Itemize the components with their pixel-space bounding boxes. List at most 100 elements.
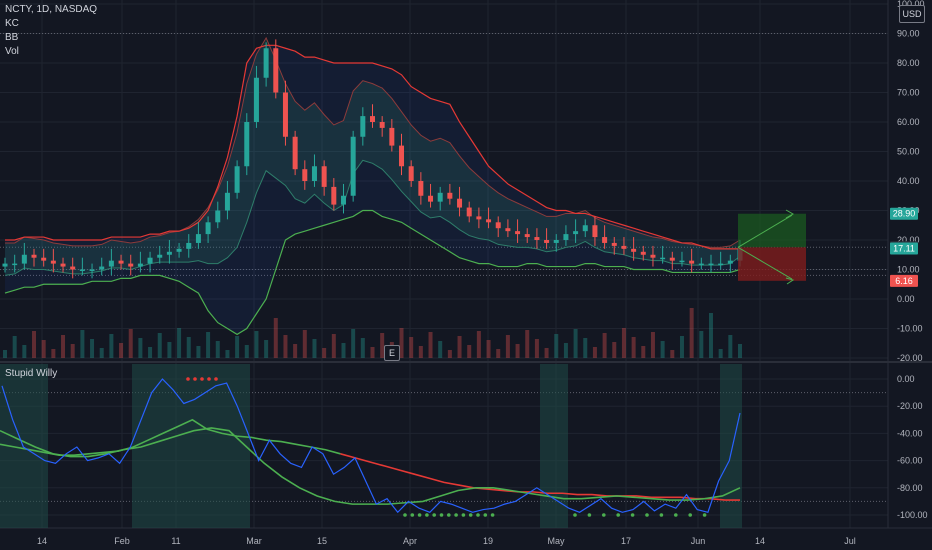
volume-bar-38 bbox=[370, 347, 375, 358]
volume-bar-3 bbox=[32, 331, 37, 358]
volume-bar-59 bbox=[573, 329, 578, 358]
osc-axis-label-2: -40.00 bbox=[897, 428, 923, 438]
candle-body-42 bbox=[408, 166, 414, 181]
candle-body-59 bbox=[573, 231, 579, 235]
candle-body-13 bbox=[128, 263, 134, 267]
study-bb[interactable]: BB bbox=[5, 32, 19, 43]
volume-bar-26 bbox=[254, 331, 259, 358]
indicator-title[interactable]: Stupid Willy bbox=[5, 368, 58, 379]
osc-dot-bottom-8 bbox=[461, 513, 466, 517]
candle-body-32 bbox=[311, 166, 317, 181]
osc-axis-label-1: -20.00 bbox=[897, 401, 923, 411]
study-vol[interactable]: Vol bbox=[5, 46, 19, 57]
candle-body-31 bbox=[302, 169, 308, 181]
study-kc[interactable]: KC bbox=[5, 18, 19, 29]
volume-bar-12 bbox=[119, 343, 124, 358]
price-axis-label-0: 100.00 bbox=[897, 0, 925, 9]
volume-bar-62 bbox=[602, 333, 607, 358]
volume-bar-15 bbox=[148, 347, 153, 358]
price-axis-label-12: -20.00 bbox=[897, 353, 923, 363]
volume-bar-36 bbox=[351, 329, 356, 358]
willy-signal-red-segment bbox=[340, 453, 740, 501]
price-axis-label-10: 0.00 bbox=[897, 294, 915, 304]
stop-arrow-head bbox=[785, 277, 795, 285]
volume-bar-1 bbox=[12, 336, 17, 358]
osc-dot-bottom-11 bbox=[483, 513, 488, 517]
osc-dot-bottom-b-5 bbox=[645, 513, 649, 517]
candle-body-51 bbox=[495, 222, 501, 229]
volume-bar-48 bbox=[467, 345, 472, 358]
candle-body-35 bbox=[340, 195, 346, 205]
osc-dot-bottom-b-9 bbox=[702, 513, 707, 517]
volume-bar-51 bbox=[496, 349, 501, 358]
volume-bar-57 bbox=[554, 334, 559, 358]
volume-bar-13 bbox=[128, 329, 133, 358]
volume-bar-11 bbox=[109, 334, 114, 358]
volume-bar-37 bbox=[360, 338, 365, 358]
candle-body-20 bbox=[195, 234, 201, 243]
volume-bar-10 bbox=[99, 348, 104, 358]
candle-body-63 bbox=[611, 242, 617, 246]
volume-bar-18 bbox=[177, 328, 182, 358]
candle-body-8 bbox=[79, 269, 85, 271]
volume-bar-56 bbox=[544, 348, 549, 358]
price-axis-label-8: 20.00 bbox=[897, 235, 920, 245]
willy-line bbox=[1, 378, 741, 514]
volume-bar-43 bbox=[418, 346, 423, 358]
candle-body-64 bbox=[621, 245, 627, 249]
candle-body-69 bbox=[669, 257, 675, 261]
volume-bar-32 bbox=[312, 339, 317, 358]
candle-body-28 bbox=[273, 48, 279, 93]
currency-badge[interactable]: USD bbox=[899, 5, 925, 23]
candle-body-39 bbox=[379, 122, 385, 128]
candle-body-70 bbox=[679, 260, 685, 263]
osc-dot-bottom-b-3 bbox=[616, 513, 620, 517]
osc-dot-bottom-2 bbox=[417, 513, 422, 517]
earnings-marker[interactable]: E bbox=[384, 345, 400, 361]
volume-bar-7 bbox=[70, 344, 75, 358]
volume-bar-42 bbox=[409, 337, 414, 358]
volume-bar-22 bbox=[215, 341, 220, 358]
volume-bar-23 bbox=[225, 350, 230, 358]
candle-body-17 bbox=[166, 251, 172, 255]
osc-dot-bottom-6 bbox=[447, 513, 451, 517]
osc-dot-bottom-b-6 bbox=[659, 513, 664, 517]
volume-bar-34 bbox=[331, 334, 336, 358]
osc-dot-bottom-12 bbox=[490, 513, 495, 517]
candle-body-58 bbox=[563, 234, 569, 240]
osc-dot-bottom-0 bbox=[403, 513, 407, 517]
osc-dot-bottom-10 bbox=[476, 513, 480, 517]
willy-signal-line-2 bbox=[0, 427, 741, 505]
candle-body-5 bbox=[50, 260, 56, 264]
price-badge-bg-0 bbox=[890, 207, 918, 220]
osc-dot-bottom-b-7 bbox=[674, 513, 678, 517]
candle-body-57 bbox=[553, 240, 559, 243]
symbol-title[interactable]: NCTY, 1D, NASDAQ bbox=[5, 4, 98, 15]
volume-bar-21 bbox=[206, 332, 211, 358]
volume-bar-61 bbox=[592, 347, 597, 358]
candle-body-46 bbox=[447, 192, 453, 199]
bb-lower-line bbox=[4, 209, 741, 336]
volume-bar-50 bbox=[486, 340, 491, 358]
osc-dot-bottom-1 bbox=[410, 513, 415, 517]
volume-bar-69 bbox=[670, 350, 675, 358]
candle-body-44 bbox=[428, 195, 434, 202]
candle-body-37 bbox=[360, 116, 366, 137]
price-axis-label-11: -10.00 bbox=[897, 324, 923, 334]
volume-bar-46 bbox=[447, 350, 452, 358]
osc-dot-top-1 bbox=[193, 377, 197, 381]
osc-zone-3 bbox=[720, 364, 742, 528]
volume-bar-68 bbox=[660, 341, 665, 358]
volume-bar-67 bbox=[650, 332, 655, 358]
candle-body-11 bbox=[108, 260, 114, 267]
volume-bar-33 bbox=[322, 348, 327, 358]
candle-body-26 bbox=[253, 77, 259, 122]
volume-bar-47 bbox=[457, 336, 462, 358]
target-zone bbox=[738, 213, 806, 248]
candle-body-47 bbox=[457, 198, 463, 208]
volume-bar-25 bbox=[244, 345, 249, 358]
volume-bar-35 bbox=[341, 343, 346, 358]
candle-body-22 bbox=[215, 210, 221, 223]
volume-bar-66 bbox=[641, 346, 646, 358]
